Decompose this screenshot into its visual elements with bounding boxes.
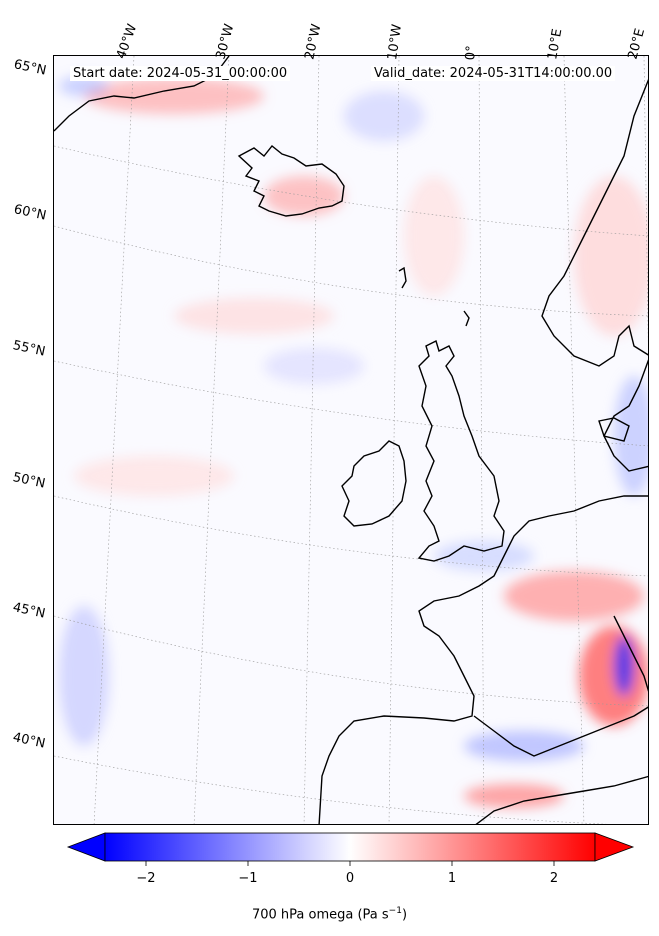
lon-label-0: 0°	[463, 44, 480, 61]
lat-label-55n: 55°N	[11, 338, 47, 360]
colorbar-extend-low	[66, 832, 106, 862]
colorbar-label: 700 hPa omega (Pa s−1)	[251, 906, 408, 923]
lat-label-65n: 65°N	[12, 57, 48, 79]
colorbar-ticks	[145, 861, 555, 866]
lat-label-40n: 40°N	[11, 730, 47, 752]
lat-label-45n: 45°N	[11, 600, 47, 622]
colorbar-body	[104, 832, 596, 862]
omega-field-map	[54, 56, 648, 824]
colorbar-tick-label: −2	[136, 871, 156, 886]
field-background	[54, 56, 648, 824]
colorbar-tick-label: 0	[345, 871, 355, 886]
omega-patches	[59, 76, 648, 808]
lat-label-60n: 60°N	[12, 202, 48, 224]
colorbar-tick-label: −1	[238, 871, 258, 886]
map-panel	[53, 55, 649, 825]
colorbar-tick-label: 2	[549, 871, 559, 886]
colorbar-extend-high	[594, 832, 635, 862]
coastlines	[54, 56, 648, 824]
lat-label-50n: 50°N	[11, 470, 47, 492]
start-date-label: Start date: 2024-05-31_00:00:00	[70, 66, 291, 81]
graticule	[54, 56, 648, 824]
valid-date-label: Valid_date: 2024-05-31T14:00:00.00	[371, 66, 616, 81]
colorbar-tick-label: 1	[447, 871, 457, 886]
